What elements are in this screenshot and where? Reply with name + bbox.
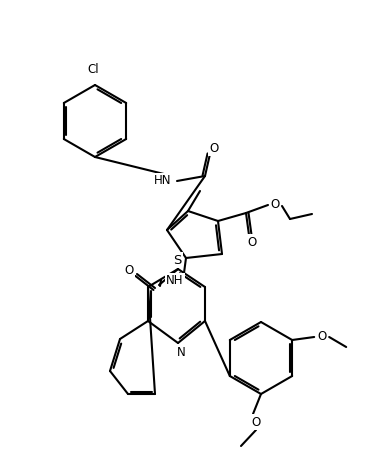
- Text: O: O: [209, 141, 219, 155]
- Text: N: N: [177, 346, 185, 358]
- Text: HN: HN: [154, 175, 172, 188]
- Text: S: S: [173, 254, 181, 267]
- Text: O: O: [318, 330, 327, 344]
- Text: Cl: Cl: [87, 63, 99, 76]
- Text: O: O: [270, 198, 280, 211]
- Text: O: O: [124, 264, 134, 277]
- Text: NH: NH: [166, 275, 184, 288]
- Text: O: O: [247, 236, 256, 248]
- Text: O: O: [251, 416, 261, 428]
